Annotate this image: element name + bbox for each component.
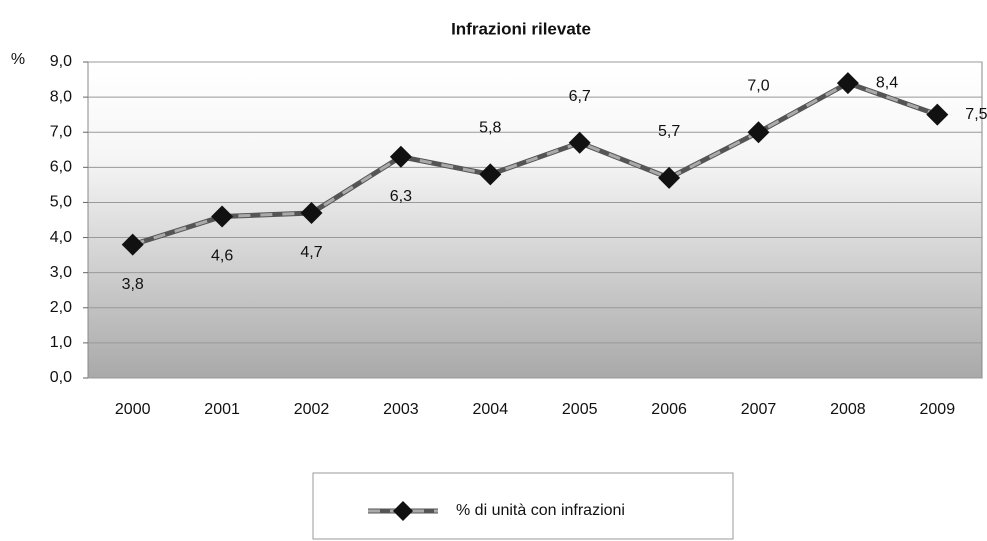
x-tick-label: 2000 [115,401,151,418]
marker [121,233,144,256]
plot-area [87,61,983,379]
marker [658,166,681,189]
x-tick-label: 2007 [741,401,777,418]
y-tick-label: 8,0 [50,88,72,105]
marker [300,201,323,224]
marker [479,163,502,186]
data-label: 6,3 [390,188,412,205]
data-label: 8,4 [876,74,898,91]
x-tick-label: 2001 [204,401,240,418]
x-tick-label: 2005 [562,401,598,418]
marker [568,131,591,154]
marker [747,121,770,144]
y-axis-label: % [11,51,25,68]
data-label: 7,0 [747,77,769,94]
marker [836,72,859,95]
marker [211,205,234,228]
y-tick-label: 2,0 [50,299,72,316]
data-label: 4,7 [300,244,322,261]
legend-marker [393,501,413,521]
data-label: 4,6 [211,248,233,265]
y-tick-label: 6,0 [50,159,72,176]
legend-box [312,472,734,540]
y-tick-label: 7,0 [50,123,72,140]
data-label: 7,5 [965,106,987,123]
marker [926,103,949,126]
y-tick-label: 0,0 [50,369,72,386]
x-tick-label: 2002 [294,401,330,418]
data-label: 6,7 [569,88,591,105]
y-tick-label: 4,0 [50,229,72,246]
legend-label: % di unità con infrazioni [456,502,625,519]
series-line-dash [132,81,938,247]
data-label: 3,8 [122,276,144,293]
data-label: 5,8 [479,120,501,137]
x-tick-label: 2009 [920,401,956,418]
x-tick-label: 2008 [830,401,866,418]
y-tick-label: 1,0 [50,334,72,351]
x-tick-label: 2006 [651,401,687,418]
x-tick-label: 2004 [473,401,509,418]
y-tick-label: 3,0 [50,264,72,281]
y-tick-label: 5,0 [50,194,72,211]
x-tick-label: 2003 [383,401,419,418]
chart-title: Infrazioni rilevate [451,19,591,38]
data-label: 5,7 [658,123,680,140]
marker [389,145,412,168]
y-tick-label: 9,0 [50,53,72,70]
